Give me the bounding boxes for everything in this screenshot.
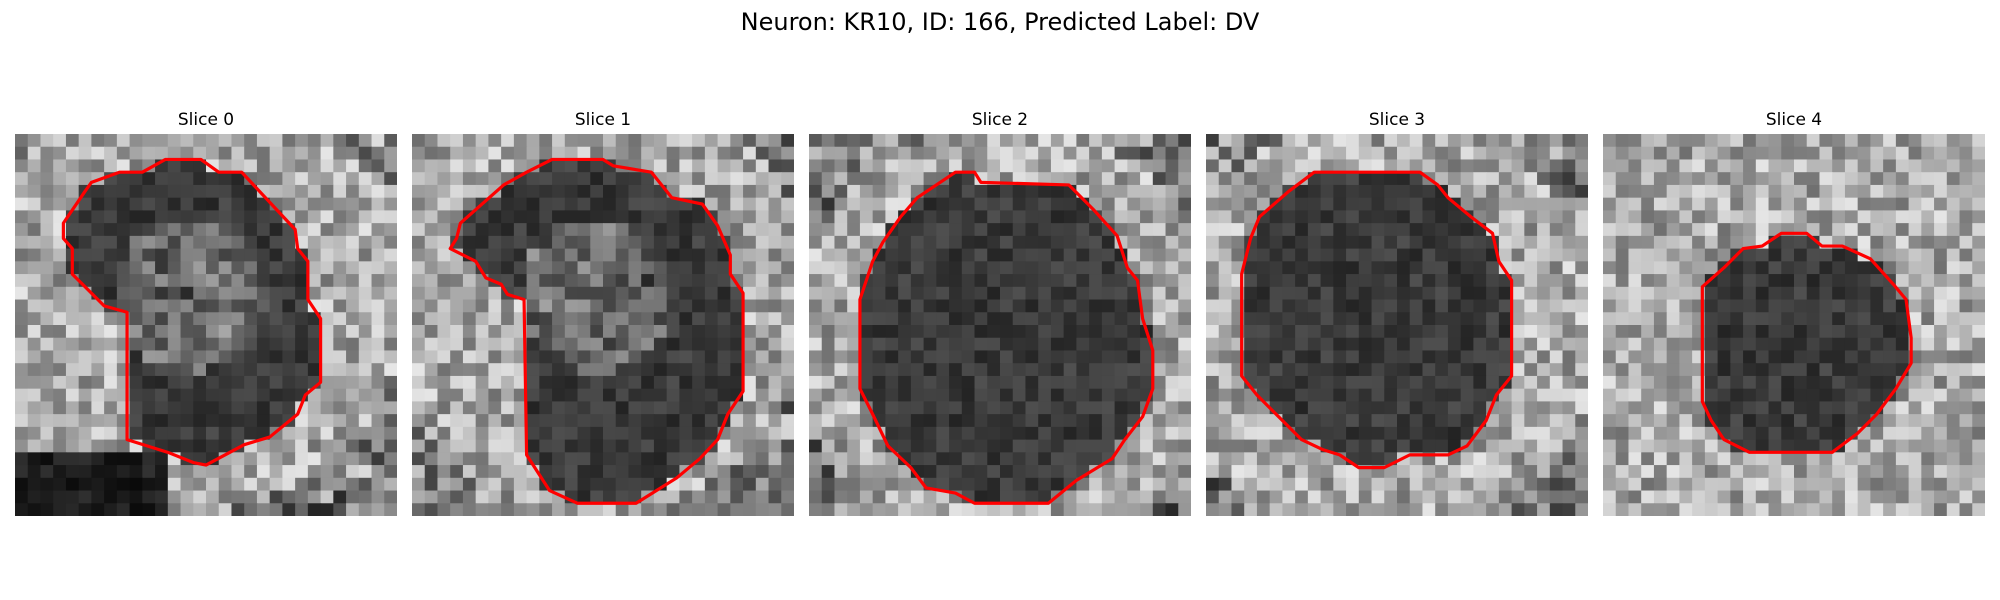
slice-image-4 (1603, 134, 1985, 516)
slice-title: Slice 2 (971, 110, 1029, 130)
pixel-grid (412, 134, 794, 516)
slice-panel-0: Slice 0 (15, 108, 397, 518)
slice-title: Slice 4 (1765, 110, 1823, 130)
slice-panel-4: Slice 4 (1603, 108, 1985, 518)
slice-panel-1: Slice 1 (412, 108, 794, 518)
slice-panel-3: Slice 3 (1206, 108, 1588, 518)
cell-contour (61, 157, 323, 467)
cell-contour (448, 157, 745, 505)
figure-title: Neuron: KR10, ID: 166, Predicted Label: … (740, 8, 1260, 36)
slice-image-3 (1206, 134, 1588, 516)
slice-image-0 (15, 134, 397, 516)
cell-contour (1240, 170, 1514, 470)
pixel-grid (1603, 134, 1985, 516)
slice-image-1 (412, 134, 794, 516)
slice-title: Slice 3 (1368, 110, 1426, 130)
cell-contour (1700, 231, 1913, 454)
slice-panel-2: Slice 2 (809, 108, 1191, 518)
pixel-grid (1206, 134, 1588, 516)
pixel-grid (15, 134, 397, 516)
slice-image-2 (809, 134, 1191, 516)
cell-contour (858, 170, 1155, 505)
slice-title: Slice 1 (574, 110, 632, 130)
slice-title: Slice 0 (177, 110, 235, 130)
pixel-grid (809, 134, 1191, 516)
